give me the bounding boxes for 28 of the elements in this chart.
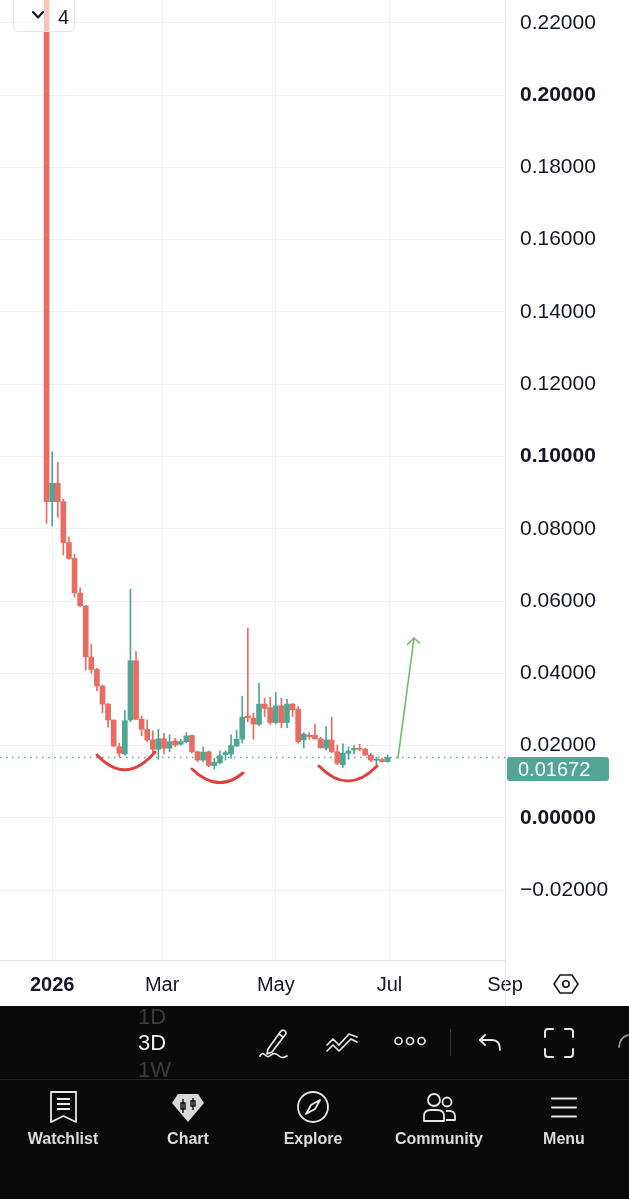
text: Watchlist (26, 1129, 100, 1149)
y-tick-label: 0.04000 (520, 660, 596, 684)
x-tick-label: May (256, 972, 295, 995)
x-tick-label: Jul (376, 972, 403, 995)
y-tick-label: 0.08000 (520, 515, 596, 539)
y-tick-label: 0.20000 (520, 81, 596, 105)
dropdown-button: 4 (13, 0, 75, 32)
y-tick-label: −0.02000 (520, 877, 609, 901)
y-tick-label: 0.16000 (520, 226, 596, 250)
y-tick-label: 0.10000 (520, 443, 596, 467)
candlestick (49, 451, 56, 527)
y-tick-label: 0.00000 (520, 804, 596, 828)
x-tick-label: Sep (487, 972, 523, 995)
y-tick-label: 0.06000 (520, 587, 596, 611)
text: Explore (282, 1129, 344, 1149)
y-tick-label: 0.22000 (520, 9, 596, 33)
y-tick-label: 0.12000 (520, 371, 596, 395)
text: Chart (166, 1129, 210, 1149)
text: 3D (138, 1030, 167, 1055)
annotation: 4 (58, 6, 70, 28)
x-tick-label: 2026 (29, 972, 75, 995)
text: Community (394, 1129, 484, 1149)
x-tick-label: Mar (144, 972, 180, 995)
y-tick-label: 0.02000 (520, 732, 596, 756)
y-tick-label: 0.18000 (520, 154, 596, 178)
y-tick-label: 0.14000 (520, 298, 596, 322)
ref-line-label: 0.01672 (518, 757, 591, 780)
text: Menu (542, 1129, 586, 1149)
